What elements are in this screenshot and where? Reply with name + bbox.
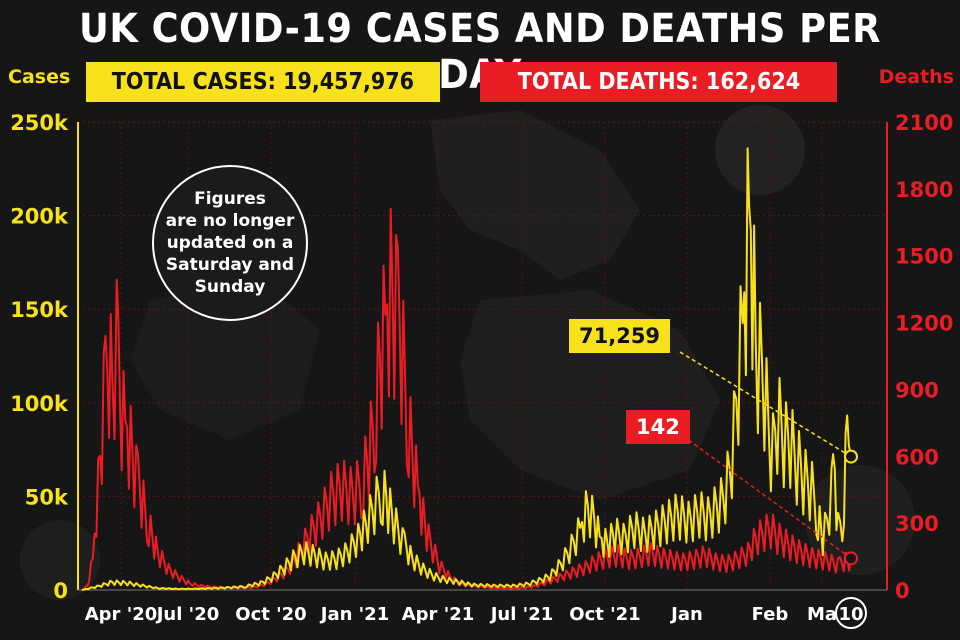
note-line: Sunday — [194, 277, 266, 297]
x-tick-label: Feb — [752, 604, 789, 625]
latest-cases-callout: 71,259 — [569, 319, 671, 353]
virus-particle-decoration — [20, 520, 100, 600]
note-line: Saturday and — [165, 255, 295, 275]
left-tick-label: 100k — [10, 392, 69, 416]
x-tick-label: 10 — [838, 604, 863, 625]
deaths-latest-point — [844, 551, 858, 566]
left-axis-caption: Cases — [8, 66, 71, 88]
note-line: Figures — [194, 189, 266, 209]
x-tick-label: Jul '21 — [489, 604, 554, 625]
x-tick-label: Apr '20 — [85, 604, 158, 625]
total-cases-banner: TOTAL CASES: 19,457,976 — [86, 62, 440, 102]
cases-latest-point — [844, 449, 858, 464]
weekend-note-text: Figures are no longer updated on a Satur… — [166, 188, 295, 298]
x-tick-label: Oct '20 — [235, 604, 306, 625]
left-tick-label: 150k — [10, 298, 69, 322]
chart-title: UK COVID-19 CASES AND DEATHS PER DAY — [78, 6, 881, 98]
x-tick-label: Jul '20 — [155, 604, 220, 625]
weekend-note-bubble: Figures are no longer updated on a Satur… — [152, 165, 308, 321]
current-date-marker — [835, 597, 867, 629]
right-axis-caption: Deaths — [878, 66, 954, 88]
right-tick-label: 1500 — [895, 245, 953, 269]
right-tick-label: 300 — [895, 512, 939, 536]
virus-particle-decoration — [715, 105, 805, 195]
latest-deaths-callout: 142 — [626, 410, 690, 444]
right-tick-label: 1200 — [895, 312, 953, 336]
total-cases-text: TOTAL CASES: 19,457,976 — [111, 69, 415, 95]
left-tick-label: 50k — [25, 485, 69, 509]
left-tick-label: 250k — [10, 111, 69, 135]
x-tick-label: Apr '21 — [402, 604, 475, 625]
cases-series-line — [81, 147, 852, 591]
right-tick-label: 0 — [895, 579, 910, 603]
deaths-series-line — [81, 207, 852, 591]
right-tick-label: 900 — [895, 378, 939, 402]
right-tick-label: 2100 — [895, 111, 953, 135]
x-tick-label: Jan '21 — [319, 604, 389, 625]
map-shape-north — [430, 110, 640, 280]
left-tick-label: 0 — [53, 579, 68, 603]
cases-callout-leader — [679, 351, 852, 458]
total-deaths-banner: TOTAL DEATHS: 162,624 — [480, 62, 837, 102]
left-tick-label: 200k — [10, 205, 69, 229]
total-deaths-text: TOTAL DEATHS: 162,624 — [517, 69, 800, 95]
note-line: are no longer — [165, 211, 295, 231]
map-shape-west — [130, 280, 320, 440]
right-tick-label: 600 — [895, 445, 939, 469]
x-tick-label: Jan — [669, 604, 703, 625]
x-tick-label: Oct '21 — [569, 604, 640, 625]
note-line: updated on a — [166, 233, 294, 253]
x-tick-label: Ma — [807, 604, 837, 625]
right-tick-label: 1800 — [895, 178, 953, 202]
